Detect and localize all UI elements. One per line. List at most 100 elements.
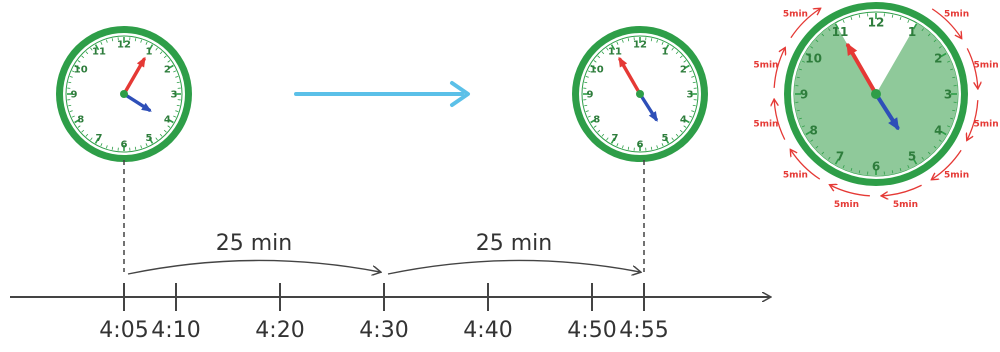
clock-tick	[610, 44, 616, 51]
clock-tick	[584, 104, 588, 107]
clock-tick	[810, 139, 814, 142]
interval-arc	[932, 149, 962, 179]
clock-tick	[74, 118, 81, 124]
clock-tick	[679, 129, 683, 133]
clock-tick	[68, 81, 72, 84]
clock-tick	[940, 130, 947, 136]
clock-tick	[593, 60, 597, 63]
clock-tick	[938, 139, 942, 142]
clock-tick	[593, 125, 597, 128]
clock-tick	[140, 145, 142, 149]
clock-tick	[606, 47, 609, 51]
clock-tick	[850, 16, 853, 20]
clock-tick	[691, 76, 695, 78]
clock-tick	[656, 145, 658, 149]
clock-tick	[587, 70, 591, 73]
clock-inner-ring	[65, 35, 183, 153]
clock-tick	[69, 76, 73, 78]
clock-tick	[952, 109, 956, 112]
clock-tick	[689, 70, 693, 73]
clock-tick	[796, 76, 800, 79]
clock-number: 3	[687, 90, 694, 101]
clock-number: 3	[944, 87, 952, 101]
clock-number: 12	[868, 15, 885, 29]
interval-arc	[791, 150, 821, 180]
interval-arc	[882, 184, 922, 196]
clock-tick	[616, 41, 619, 45]
clock-tick	[834, 23, 840, 30]
clock-tick	[69, 110, 73, 112]
number-line-jumps: 25 min 25 min	[127, 231, 640, 274]
clock-tick	[71, 70, 75, 73]
clock-tick	[798, 117, 802, 120]
clock-number: 8	[809, 123, 817, 137]
clock-tick	[821, 151, 825, 155]
clock-number: 5	[146, 133, 153, 144]
clock-tick	[821, 33, 825, 37]
clock-tick	[163, 129, 167, 133]
clock-tick	[601, 133, 605, 137]
clock-tick	[68, 104, 72, 107]
clock-tick	[81, 55, 85, 59]
clock-number: 10	[805, 51, 822, 65]
clock-tick	[167, 64, 174, 70]
clock-tick	[584, 81, 588, 84]
clock-tick	[77, 125, 81, 128]
jump-label: 25 min	[216, 231, 292, 256]
tick-label: 4:20	[255, 318, 304, 343]
interval-label: 5min	[944, 9, 969, 19]
clock-tick	[891, 170, 894, 174]
clock-tick	[858, 14, 861, 18]
clock-tick	[167, 60, 171, 63]
clock-tick	[167, 125, 171, 128]
clock-number: 4	[934, 123, 942, 137]
clock-number: 4	[164, 115, 171, 126]
clock-tick	[606, 137, 609, 141]
clock-tick	[155, 137, 158, 141]
minute-hand	[846, 43, 878, 96]
clock-number: 6	[637, 140, 644, 151]
clock-detail: 1212345678910115min5min5min5min5min5min5…	[753, 2, 999, 210]
tick-label: 4:50	[567, 318, 616, 343]
hour-hand-tip	[141, 102, 152, 112]
clock-tick	[134, 38, 137, 42]
clock-tick	[933, 39, 937, 43]
clock-tick	[683, 118, 690, 124]
clock-tick	[656, 39, 658, 43]
clock-number: 11	[92, 46, 106, 57]
clock-tick	[850, 168, 853, 172]
clock-tick	[834, 158, 840, 165]
clock-tick	[159, 133, 163, 137]
jump-arc	[387, 259, 640, 274]
clock-tick	[74, 64, 81, 70]
clock-number: 3	[171, 90, 178, 101]
clock-tick	[683, 64, 690, 70]
clock-tick	[912, 23, 918, 30]
interval-label: 5min	[974, 60, 999, 70]
clock-tick	[85, 51, 89, 55]
clock-tick	[90, 47, 93, 51]
clock-tick	[100, 143, 103, 147]
clock-tick	[815, 145, 819, 149]
clock-tick	[858, 170, 861, 174]
clock-number: 11	[608, 46, 622, 57]
clock-tick	[927, 151, 931, 155]
clock-tick	[597, 55, 601, 59]
minute-hand-tip	[136, 56, 146, 68]
clock-tick	[675, 51, 679, 55]
transition-arrow	[294, 81, 470, 107]
clock-number: 9	[587, 90, 594, 101]
clock-tick	[627, 38, 630, 42]
clock-tick	[950, 117, 954, 120]
clock-tick	[176, 81, 180, 84]
clock-number: 10	[590, 65, 604, 76]
clock-inner-ring	[581, 35, 699, 153]
clock-number: 1	[908, 25, 916, 39]
clock-tick	[173, 70, 177, 73]
clock-number: 9	[71, 90, 78, 101]
clock-number: 2	[934, 51, 942, 65]
clock-tick	[106, 39, 108, 43]
clock-number: 6	[872, 159, 880, 173]
clock-tick	[175, 110, 179, 112]
